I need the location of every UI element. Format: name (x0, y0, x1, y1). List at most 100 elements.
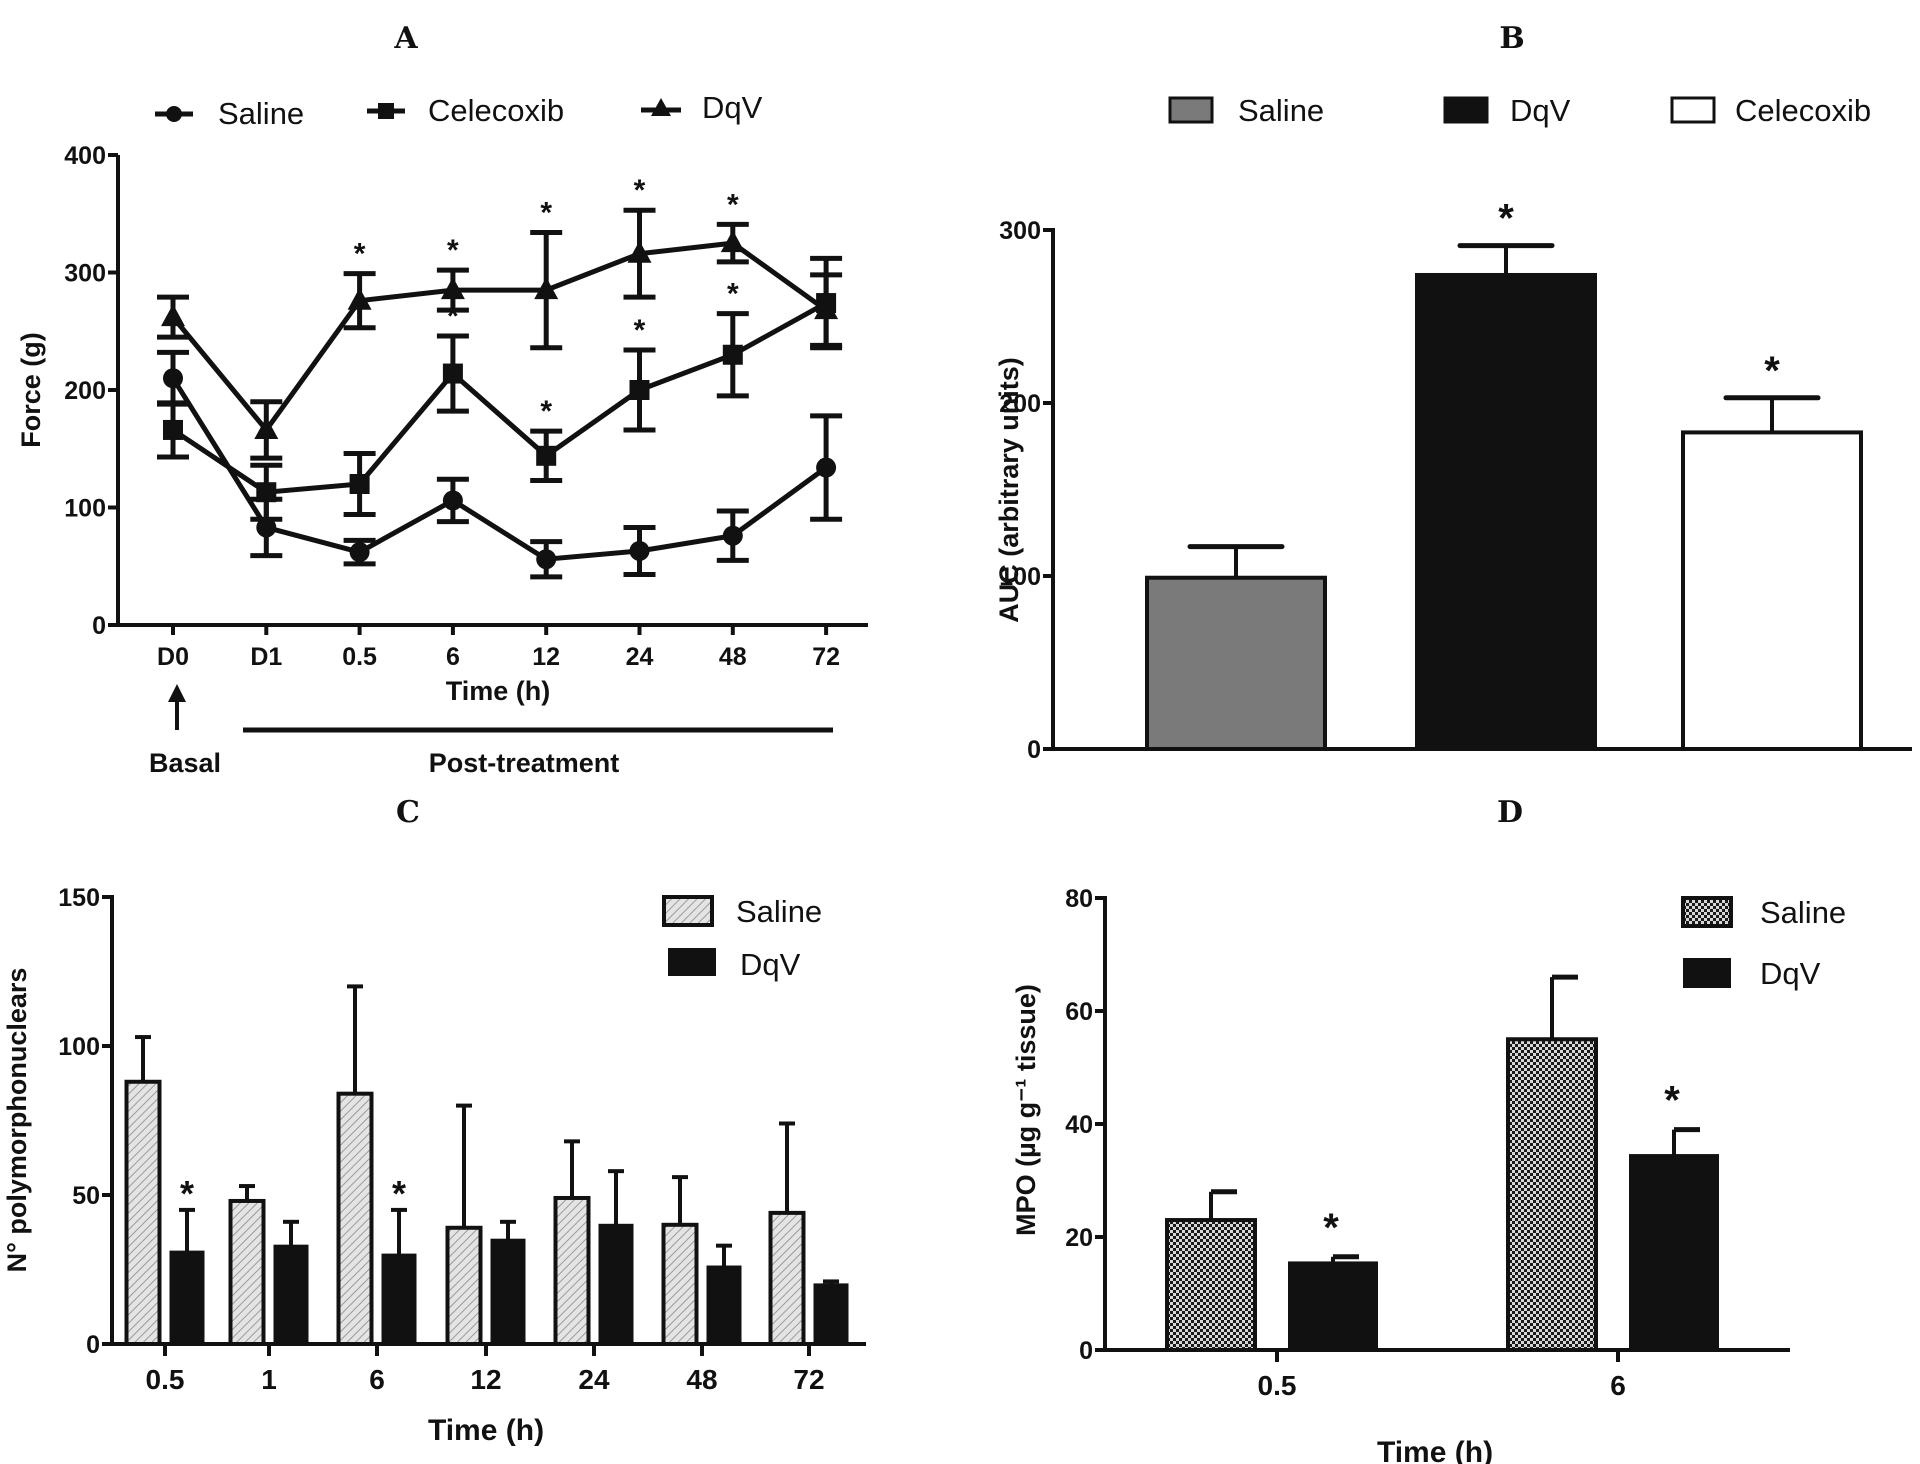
panel-a-x-tick-label: D0 (157, 643, 189, 671)
panel-c-x-tick-label: 6 (369, 1364, 385, 1395)
panel-a-y-tick-label: 400 (64, 142, 106, 170)
data-point-celecoxib (349, 474, 370, 494)
bar-saline (553, 1195, 591, 1346)
panel-a-y-tick-label: 300 (64, 260, 106, 288)
panel-a-title: A (393, 21, 418, 56)
significance-marker: * (447, 234, 459, 267)
bar-dqv (273, 1244, 309, 1346)
panel-c-x-tick-label: 72 (793, 1364, 824, 1395)
panel-c-title: C (396, 795, 420, 830)
panel-b-legend: Saline DqV Celecoxib (1168, 93, 1871, 128)
panel-c-x-tick-label: 1 (261, 1364, 277, 1395)
panel-d-bar-chart: Saline DqV 0 20 40 60 80 0.5 6 MPO (µg g⁻¹ ti… (1011, 885, 1846, 1464)
legend-item-saline: Saline (1681, 895, 1846, 930)
bar-saline (228, 1198, 266, 1346)
bar-dqv (1415, 272, 1597, 751)
data-point-dqv (347, 287, 372, 310)
significance-marker: * (540, 395, 552, 428)
legend-label-dqv: DqV (1510, 93, 1571, 128)
panel-a-y-axis-label: Force (g) (16, 332, 46, 448)
significance-marker: * (1664, 1079, 1680, 1123)
panel-b-y-tick-label: 0 (1027, 736, 1041, 764)
significance-marker: * (634, 174, 646, 207)
bar-dqv (813, 1283, 849, 1346)
panel-a-x-axis-label: Time (h) (446, 676, 551, 706)
significance-marker: * (392, 1173, 406, 1214)
legend-item-celecoxib: Celecoxib (1670, 93, 1871, 128)
significance-marker: * (180, 1173, 194, 1214)
basal-annotation: Basal (149, 684, 221, 778)
data-point-saline (722, 525, 743, 546)
panel-d-legend: Saline DqV (1681, 895, 1846, 991)
legend-item-saline: Saline (1168, 93, 1324, 128)
panel-a-y-tick-label: 100 (64, 495, 106, 523)
legend-item-celecoxib: Celecoxib (367, 93, 564, 128)
legend-swatch-saline (1168, 96, 1214, 124)
data-point-celecoxib (722, 344, 743, 365)
bar-dqv (598, 1223, 634, 1346)
panel-c-y-tick-label: 0 (86, 1331, 100, 1359)
bar-celecoxib (1681, 430, 1863, 751)
data-point-dqv (440, 277, 465, 300)
bar-dqv (1288, 1261, 1378, 1352)
series-line-celecoxib (171, 300, 828, 495)
data-point-celecoxib (442, 363, 463, 384)
legend-label-saline: Saline (1760, 895, 1846, 930)
legend-label-celecoxib: Celecoxib (428, 93, 564, 128)
legend-item-dqv: DqV (1683, 956, 1821, 991)
series-line-dqv (171, 240, 828, 435)
data-point-saline (349, 542, 370, 563)
data-point-celecoxib (629, 380, 650, 400)
post-treatment-annotation: Post-treatment (243, 727, 833, 778)
data-point-dqv (161, 304, 185, 327)
data-point-celecoxib (256, 482, 277, 503)
panel-d-title: D (1497, 795, 1523, 830)
data-point-dqv (254, 416, 279, 439)
square-marker-icon (378, 103, 394, 119)
significance-marker: * (1323, 1206, 1339, 1250)
panel-a-x-tick-label: 12 (532, 643, 560, 671)
legend-label-dqv: DqV (740, 947, 801, 982)
data-point-saline (256, 517, 277, 538)
legend-label-saline: Saline (218, 96, 304, 131)
data-point-saline (629, 540, 650, 561)
panel-d-x-tick-label: 0.5 (1258, 1370, 1297, 1401)
data-point-dqv (534, 277, 559, 300)
panel-a-x-tick-label: 6 (446, 643, 460, 671)
panel-a-x-tick-label: D1 (250, 643, 282, 671)
panel-c-x-axis-label: Time (h) (428, 1414, 544, 1447)
panel-c-legend: Saline DqV (662, 894, 822, 982)
data-point-saline (816, 457, 837, 478)
bar-saline (661, 1222, 699, 1347)
significance-marker: * (634, 314, 646, 347)
legend-item-saline: Saline (662, 894, 822, 929)
panel-c-y-tick-label: 100 (58, 1033, 100, 1061)
panel-b-y-axis-label: AUC (arbitrary units) (994, 357, 1024, 623)
bar-saline (1145, 575, 1327, 751)
data-point-celecoxib (536, 445, 557, 466)
panel-a-x-tick-label: 24 (626, 643, 654, 671)
significance-marker: * (354, 238, 366, 271)
significance-marker: * (727, 188, 739, 221)
legend-label-saline: Saline (736, 894, 822, 929)
panel-c-x-tick-label: 0.5 (146, 1364, 185, 1395)
significance-marker: * (727, 278, 739, 311)
panel-c-y-axis-label: N° polymorphonuclears (2, 968, 32, 1273)
legend-swatch-dqv (1443, 96, 1489, 124)
bar-dqv (490, 1238, 526, 1345)
legend-label-saline: Saline (1238, 93, 1324, 128)
panel-a-line-chart: Saline Celecoxib DqV 0 100 200 300 400 D0 D1 0… (16, 90, 868, 778)
data-point-dqv (627, 240, 652, 263)
panel-d-x-axis-label: Time (h) (1377, 1436, 1493, 1464)
legend-label-celecoxib: Celecoxib (1735, 93, 1871, 128)
legend-item-dqv: DqV (668, 947, 801, 982)
bar-saline (768, 1210, 806, 1346)
legend-swatch-dqv (1683, 958, 1731, 988)
circle-marker-icon (166, 106, 182, 122)
bar-dqv (169, 1250, 205, 1345)
legend-swatch-saline (662, 895, 714, 927)
panel-b-y-tick-label: 100 (999, 563, 1041, 591)
post-treatment-label: Post-treatment (429, 748, 620, 778)
triangle-marker-icon (651, 98, 671, 116)
